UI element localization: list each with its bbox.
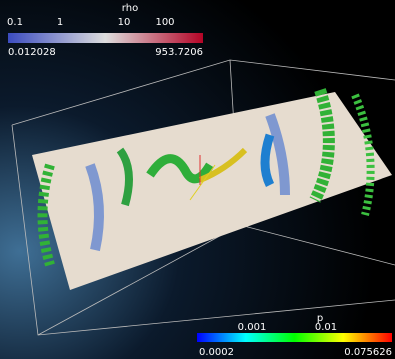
range-max: 0.075626 <box>344 347 392 358</box>
color-ramp <box>197 333 392 342</box>
page: rho 0.1 1 10 100 0.012028 953.7206 p 0.0… <box>0 0 395 359</box>
range-max: 953.7206 <box>155 47 203 58</box>
tick-label: 0.1 <box>7 17 23 28</box>
render-view: rho 0.1 1 10 100 0.012028 953.7206 p 0.0… <box>0 0 395 359</box>
legend-title: rho <box>122 3 138 14</box>
range-min: 0.012028 <box>8 47 56 58</box>
tick-label: 0.01 <box>315 322 337 333</box>
tick-label: 0.001 <box>238 322 267 333</box>
blue-structure <box>265 135 270 185</box>
tick-label: 10 <box>118 17 131 28</box>
tick-label: 100 <box>155 17 174 28</box>
color-ramp <box>8 33 203 43</box>
range-min: 0.0002 <box>199 347 234 358</box>
tick-label: 1 <box>57 17 63 28</box>
